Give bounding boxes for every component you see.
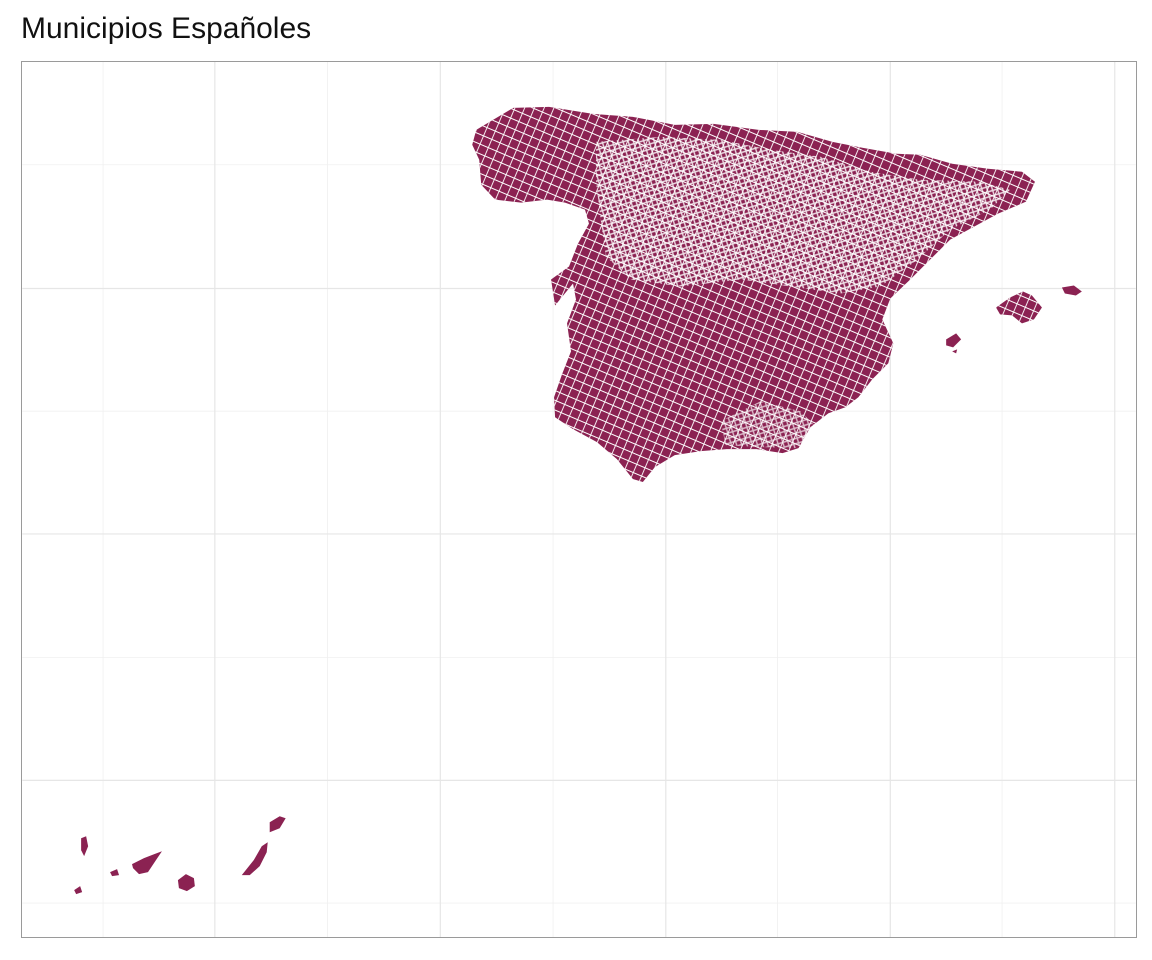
tenerife-shape (132, 851, 162, 875)
page-title: Municipios Españoles (21, 12, 312, 45)
formentera-shape (952, 349, 958, 354)
map-panel (21, 61, 1137, 938)
canarias-region (74, 816, 286, 895)
menorca-shape (1061, 285, 1082, 296)
la-palma-shape (81, 836, 89, 857)
el-hierro-shape (74, 886, 83, 895)
gran-canaria-shape (177, 874, 195, 892)
peninsula-region (472, 106, 1035, 483)
la-gomera-shape (110, 869, 120, 877)
map-canvas (22, 62, 1136, 937)
baleares-region (946, 285, 1082, 354)
ibiza-shape (946, 333, 962, 348)
lanzarote-shape (269, 816, 286, 833)
fuerteventura-shape (241, 842, 268, 876)
